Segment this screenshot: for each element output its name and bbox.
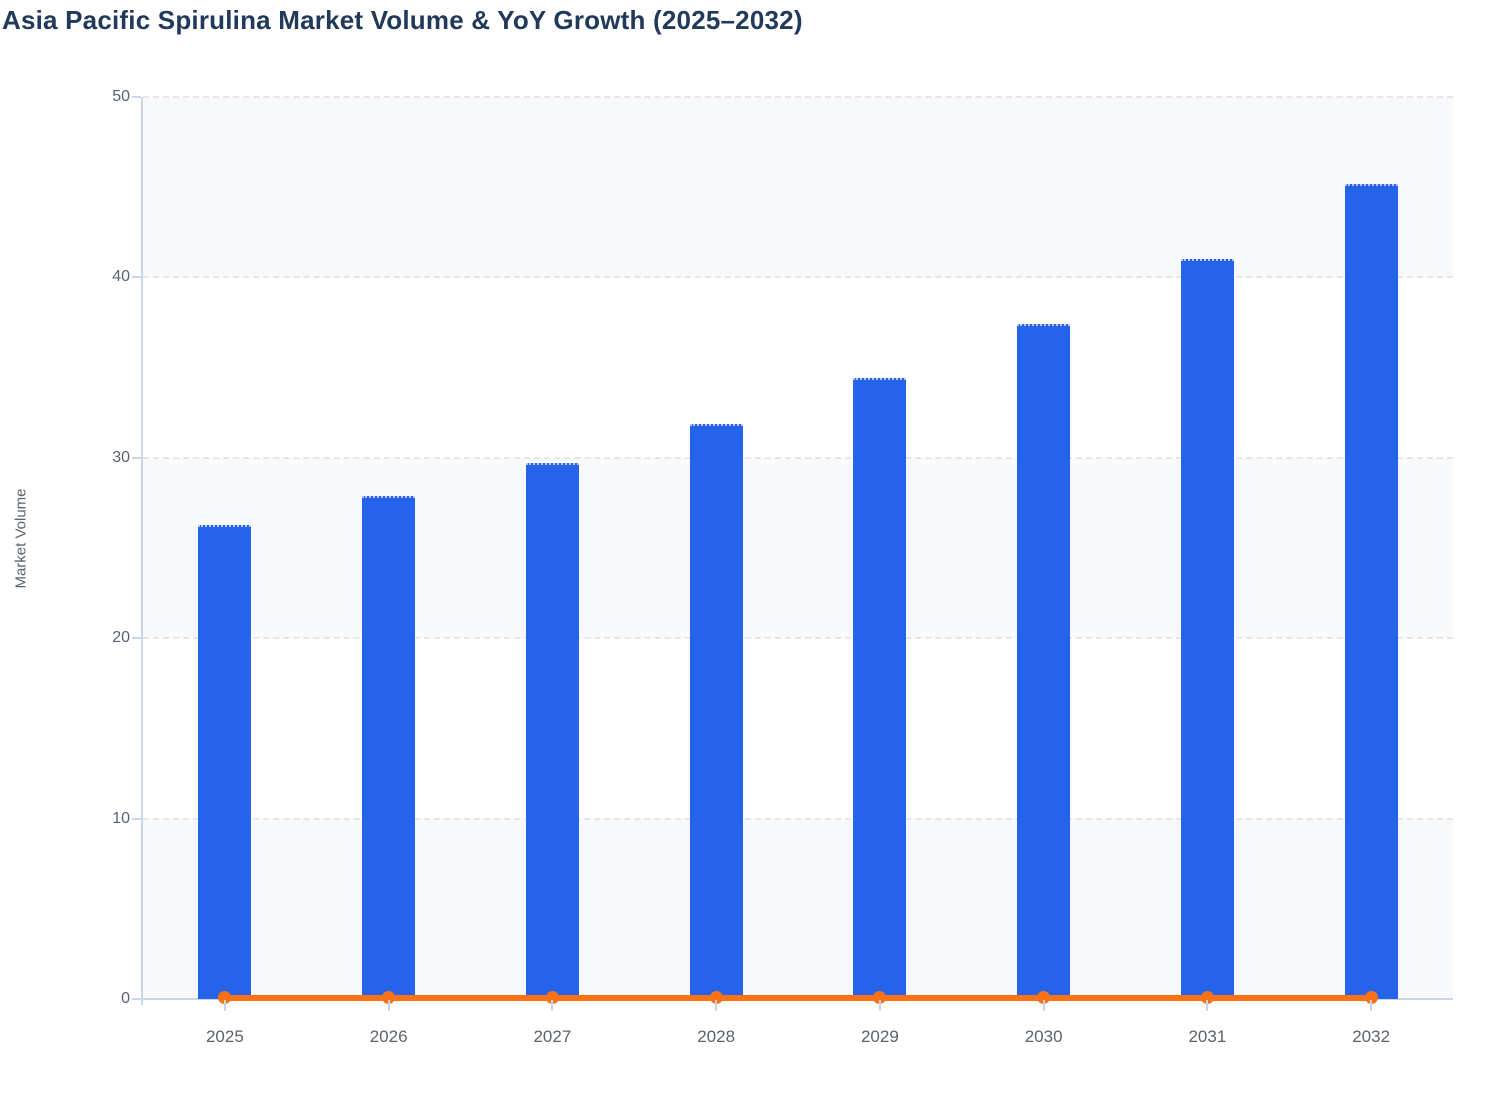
- x-tick-label-2031: 2031: [1188, 1027, 1227, 1046]
- yoy-marker-2026: [382, 991, 396, 1005]
- x-tick-mark: [715, 1000, 718, 1011]
- bar-2029: [853, 378, 907, 999]
- yoy-marker-2025: [218, 991, 232, 1005]
- gridline: [143, 456, 1453, 459]
- x-tick-mark: [878, 1000, 881, 1011]
- yoy-marker-2029: [873, 991, 887, 1005]
- gridline: [143, 276, 1453, 279]
- bar-2028: [689, 423, 743, 999]
- y-axis-line: [141, 97, 143, 1005]
- x-tick-mark: [387, 1000, 390, 1011]
- gridline: [143, 96, 1453, 98]
- y-tick-label: 40: [112, 268, 130, 286]
- bar-2031: [1180, 259, 1234, 999]
- plot-band: [143, 97, 1453, 278]
- gridline: [143, 817, 1453, 820]
- x-tick-label-2025: 2025: [205, 1027, 244, 1046]
- y-tick-label: 0: [121, 990, 130, 1007]
- yoy-marker-2030: [1037, 990, 1051, 1004]
- x-tick-label-2026: 2026: [369, 1027, 408, 1046]
- x-tick-label-2028: 2028: [697, 1027, 736, 1046]
- plot-band: [143, 638, 1453, 819]
- y-tick-mark: [132, 456, 141, 459]
- x-tick-mark: [223, 1000, 226, 1011]
- y-tick-mark: [132, 998, 141, 1000]
- y-tick-mark: [132, 96, 141, 98]
- yoy-growth-line: [224, 994, 1372, 1001]
- y-axis-title: Market Volume: [12, 488, 30, 589]
- x-tick-mark: [1370, 1000, 1373, 1011]
- x-tick-label-2027: 2027: [533, 1027, 572, 1046]
- bar-2032: [1344, 183, 1398, 999]
- plot-band: [143, 457, 1453, 639]
- y-tick-label: 30: [112, 448, 130, 466]
- yoy-marker-2028: [709, 991, 723, 1005]
- yoy-marker-2031: [1200, 990, 1214, 1004]
- x-tick-label-2029: 2029: [860, 1027, 899, 1046]
- y-tick-label: 10: [112, 809, 130, 827]
- bar-2025: [198, 524, 252, 999]
- plot-band: [143, 818, 1453, 999]
- x-tick-mark: [1206, 1000, 1209, 1011]
- y-tick-mark: [132, 637, 141, 640]
- bar-2030: [1017, 324, 1071, 999]
- y-tick-label: 50: [112, 88, 130, 105]
- x-tick-mark: [551, 1000, 554, 1011]
- y-tick-label: 20: [112, 629, 130, 647]
- yoy-marker-2032: [1364, 990, 1378, 1004]
- bar-2027: [525, 463, 579, 999]
- x-tick-mark: [1042, 1000, 1045, 1011]
- gridline: [143, 637, 1453, 640]
- x-tick-label-2030: 2030: [1024, 1027, 1063, 1046]
- y-tick-mark: [132, 276, 141, 279]
- y-tick-mark: [132, 817, 141, 820]
- plot-band: [143, 277, 1453, 458]
- bar-2026: [362, 495, 416, 999]
- yoy-marker-2027: [545, 991, 559, 1005]
- chart-title: Asia Pacific Spirulina Market Volume & Y…: [2, 5, 803, 35]
- x-tick-label-2032: 2032: [1352, 1027, 1391, 1046]
